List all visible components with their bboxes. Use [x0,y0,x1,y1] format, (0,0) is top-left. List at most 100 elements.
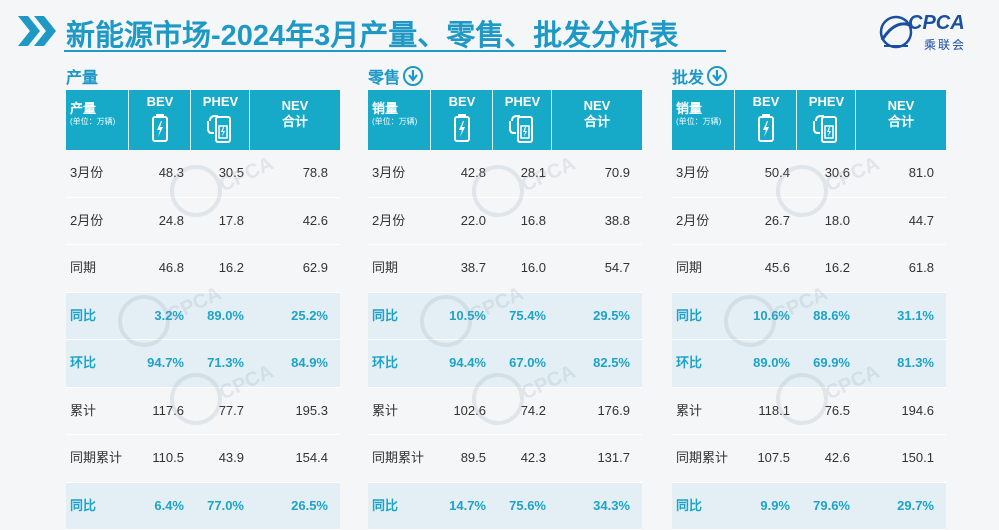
cell-value: 29.7% [874,483,934,529]
cell-value: 81.3% [874,340,934,386]
cell-value: 67.0% [486,340,546,386]
row-label: 2月份 [70,198,103,244]
cell-value: 42.6 [790,435,850,481]
row-label: 3月份 [70,150,103,196]
cell-value: 9.9% [730,483,790,529]
cell-value: 38.7 [426,245,486,291]
cell-value: 75.4% [486,293,546,339]
download-circle-icon[interactable] [403,66,423,86]
download-circle-icon[interactable] [707,66,727,86]
cell-value: 107.5 [730,435,790,481]
row-label: 环比 [70,340,96,386]
row-label: 累计 [372,388,398,434]
cell-value: 42.8 [426,150,486,196]
header-col-label: NEV [552,98,642,114]
cell-value: 28.1 [486,150,546,196]
cell-value: 131.7 [570,435,630,481]
header-col-phev: PHEV [796,90,856,150]
cell-value: 70.9 [570,150,630,196]
cell-value: 89.5 [426,435,486,481]
cell-value: 69.9% [790,340,850,386]
cell-value: 194.6 [874,388,934,434]
cell-value: 61.8 [874,245,934,291]
row-label: 同期累计 [676,435,728,481]
cell-value: 10.5% [426,293,486,339]
row-label: 同期累计 [372,435,424,481]
cell-value: 78.8 [268,150,328,196]
charger-plug-icon [812,113,842,145]
header-col-bev: BEV [128,90,191,150]
cell-value: 16.0 [486,245,546,291]
cell-value: 77.7 [184,388,244,434]
cell-value: 74.2 [486,388,546,434]
header-col-label: PHEV [191,95,250,109]
cell-value: 25.2% [268,293,328,339]
header-col-label: 合计 [856,114,946,130]
row-label: 3月份 [372,150,405,196]
logo-cn-text: 乘联会 [924,36,966,53]
cell-value: 77.0% [184,483,244,529]
row-label: 同期 [676,245,702,291]
row-label: 同比 [372,483,398,529]
header-col-label: 合计 [250,114,340,130]
battery-icon [757,113,775,143]
double-chevron-icon [18,16,58,46]
panel-title: 零售 [368,64,423,88]
header-metric: 销量(单位：万辆) [372,102,417,128]
header-col-phev: PHEV [492,90,552,150]
cell-value: 71.3% [184,340,244,386]
cell-value: 82.5% [570,340,630,386]
header-col-bev: BEV [430,90,493,150]
cell-value: 84.9% [268,340,328,386]
row-label: 同比 [676,293,702,339]
cell-value: 26.7 [730,198,790,244]
cell-value: 38.8 [570,198,630,244]
cell-value: 88.6% [790,293,850,339]
cell-value: 44.7 [874,198,934,244]
logo-text: CPCA [908,12,965,35]
cell-value: 176.9 [570,388,630,434]
cell-value: 118.1 [730,388,790,434]
row-label: 环比 [676,340,702,386]
header-metric: 产量(单位：万辆) [70,102,115,128]
cell-value: 150.1 [874,435,934,481]
header-col-phev: PHEV [190,90,250,150]
cell-value: 50.4 [730,150,790,196]
header-unit-label: (单位：万辆) [676,116,721,128]
cell-value: 89.0% [184,293,244,339]
cpca-logo: CPCA 乘联会 [878,10,988,56]
cell-value: 22.0 [426,198,486,244]
row-label: 2月份 [372,198,405,244]
header-unit-label: (单位：万辆) [70,116,115,128]
header-col-label: NEV [856,98,946,114]
cell-value: 154.4 [268,435,328,481]
header-col-label: BEV [129,95,191,109]
title-underline [64,50,726,52]
cell-value: 48.3 [124,150,184,196]
cell-value: 76.5 [790,388,850,434]
cell-value: 42.3 [486,435,546,481]
battery-icon [151,113,169,143]
header-col-label: BEV [431,95,493,109]
cell-value: 30.6 [790,150,850,196]
row-label: 同比 [70,483,96,529]
page-header: 新能源市场-2024年3月产量、零售、批发分析表 CPCA 乘联会 [0,0,999,62]
